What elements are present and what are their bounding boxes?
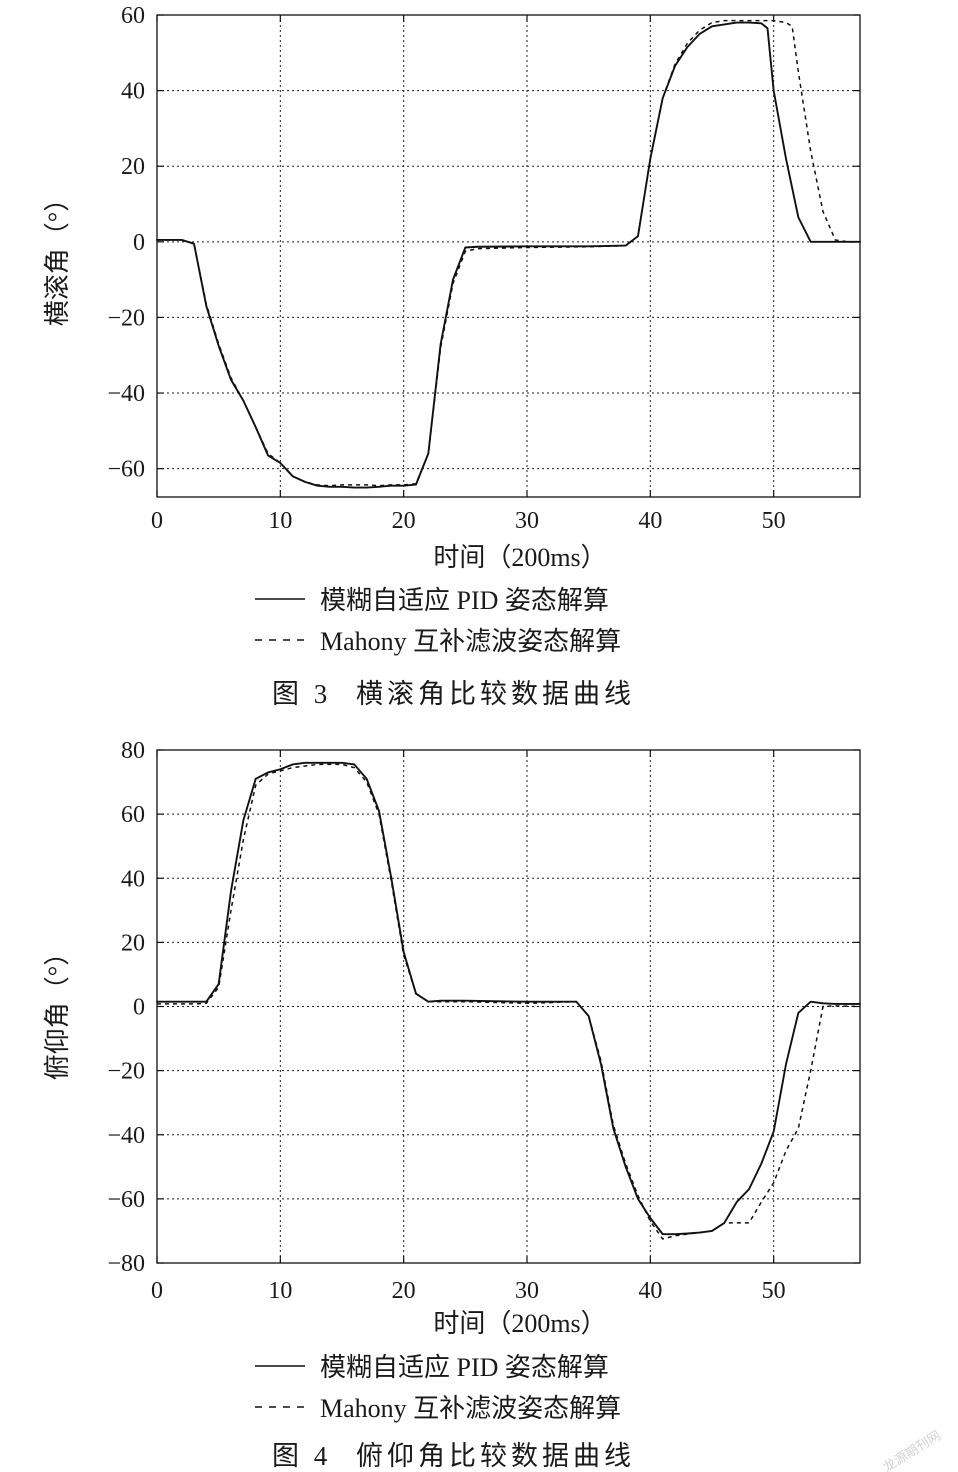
- x-tick-label: 10: [268, 1278, 292, 1304]
- y-tick-label: 60: [121, 3, 145, 29]
- y-tick-label: 0: [133, 230, 145, 256]
- y-axis-title: 横滚角（°）: [43, 186, 72, 326]
- x-tick-label: 0: [151, 1278, 163, 1304]
- x-tick-label: 50: [762, 508, 786, 534]
- y-tick-label: 40: [121, 79, 145, 105]
- y-tick-label: 60: [121, 802, 145, 828]
- figure-caption: 图 3 横滚角比较数据曲线: [272, 679, 635, 709]
- y-tick-label: −60: [107, 457, 145, 483]
- gridlines: [157, 15, 860, 497]
- legend-label-pid: 模糊自适应 PID 姿态解算: [320, 586, 609, 615]
- roll-angle-chart: 0 10 20 30 40 50 60 40 20 0 −20 −40 −60 横滚角（°） 时间（20…: [43, 3, 861, 709]
- series-lines: [156, 19, 861, 489]
- y-tick-label: −20: [107, 1059, 145, 1085]
- x-tick-label: 0: [151, 508, 163, 534]
- y-tick-label: −60: [107, 1187, 145, 1213]
- series-line-mahony: [157, 19, 860, 487]
- x-tick-label: 20: [392, 1278, 416, 1304]
- series-line-fuzzy-pid: [156, 761, 861, 1236]
- caption-text: 俯仰角比较数据曲线: [356, 1441, 635, 1471]
- x-tick-label: 40: [638, 508, 662, 534]
- legend-label-mahony: Mahony 互补滤波姿态解算: [320, 627, 621, 656]
- x-axis-title: 时间（200ms）: [433, 1309, 606, 1338]
- y-tick-label: −40: [107, 381, 145, 407]
- x-tick-label: 10: [268, 508, 292, 534]
- caption-number: 图 3: [272, 679, 331, 709]
- legend: 模糊自适应 PID 姿态解算 Mahony 互补滤波姿态解算: [255, 1353, 621, 1423]
- series-line-mahony: [157, 763, 861, 1240]
- figure-caption: 图 4 俯仰角比较数据曲线: [272, 1441, 635, 1471]
- series-lines: [156, 761, 861, 1240]
- x-tick-label: 50: [762, 1278, 786, 1304]
- gridlines: [157, 750, 860, 1263]
- x-tick-label: 40: [638, 1278, 662, 1304]
- y-tick-label: −40: [107, 1123, 145, 1149]
- series-line-fuzzy-pid: [156, 21, 861, 489]
- y-tick-label: 20: [121, 154, 145, 180]
- y-tick-label: 80: [121, 738, 145, 764]
- x-axis-title: 时间（200ms）: [433, 543, 606, 572]
- x-tick-label: 30: [515, 508, 539, 534]
- y-tick-label: −80: [107, 1251, 145, 1277]
- y-tick-label: −20: [107, 305, 145, 331]
- tick-labels: 0 10 20 30 40 50 60 40 20 0 −20 −40 −60: [107, 3, 860, 534]
- caption-number: 图 4: [272, 1441, 331, 1471]
- x-tick-label: 20: [392, 508, 416, 534]
- caption-text: 横滚角比较数据曲线: [356, 679, 635, 709]
- plot-frame: [156, 14, 861, 498]
- tick-labels: 0 10 20 30 40 50 80 60 40 20 0 −20 −40 −60 −80: [107, 738, 860, 1304]
- y-axis-title: 俯仰角（°）: [43, 940, 72, 1080]
- y-tick-label: 40: [121, 866, 145, 892]
- y-tick-label: 0: [133, 995, 145, 1021]
- legend: 模糊自适应 PID 姿态解算 Mahony 互补滤波姿态解算: [255, 586, 621, 656]
- legend-label-mahony: Mahony 互补滤波姿态解算: [320, 1394, 621, 1423]
- x-tick-label: 30: [515, 1278, 539, 1304]
- y-tick-label: 20: [121, 930, 145, 956]
- legend-label-pid: 模糊自适应 PID 姿态解算: [320, 1353, 609, 1382]
